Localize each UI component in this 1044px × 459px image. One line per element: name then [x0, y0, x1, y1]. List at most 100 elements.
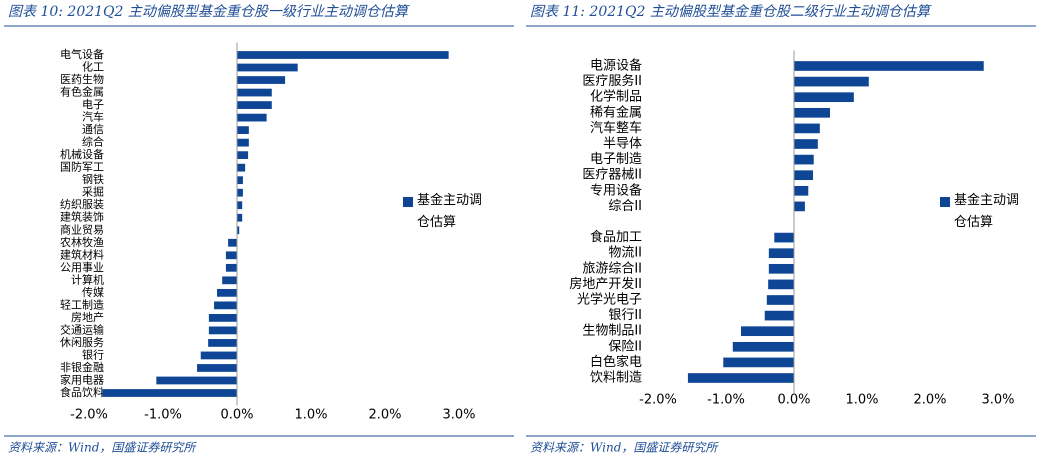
bar [237, 101, 272, 109]
y-tick-label: 汽车整车 [590, 120, 642, 136]
y-tick-label: 生物制品II [582, 324, 642, 339]
y-tick-label: 银行 [82, 347, 104, 361]
y-tick-label: 休闲服务 [60, 335, 104, 349]
bar [768, 263, 794, 274]
y-tick-label: 食品加工 [590, 229, 642, 245]
y-tick-label: 建筑材料 [60, 247, 104, 261]
bar [214, 301, 237, 310]
bar [237, 51, 449, 59]
y-tick-label: 旅游综合II [582, 261, 642, 276]
y-tick-label: 公用事业 [60, 261, 104, 274]
y-tick-label: 机械设备 [60, 147, 104, 161]
bar [237, 163, 246, 172]
y-tick-label: 专用设备 [590, 182, 642, 198]
bar [237, 138, 249, 147]
bar [208, 339, 237, 347]
bar [237, 176, 243, 185]
y-tick-label: 稀有金属 [590, 104, 642, 120]
bar [794, 201, 805, 212]
chart-title: 图表 11: 2021Q2 主动偏股型基金重仓股二级行业主动调仓估算 [530, 4, 932, 20]
bar [794, 61, 984, 71]
y-tick-label: 电子制造 [590, 152, 642, 167]
y-tick-label: 医疗器械II [582, 168, 642, 183]
x-tick-label: 0.0% [777, 393, 810, 408]
legend-swatch [940, 197, 950, 207]
y-tick-label: 建筑装饰 [60, 210, 104, 224]
bar [794, 139, 818, 149]
y-tick-label: 国防军工 [60, 160, 104, 174]
y-tick-label: 银行II [608, 308, 642, 323]
y-tick-label: 白色家电 [590, 354, 642, 370]
bar [794, 123, 820, 134]
bar [237, 76, 286, 84]
y-tick-label: 轻工制造 [60, 297, 104, 311]
x-tick-label: -1.0% [707, 393, 745, 408]
bar [794, 107, 831, 118]
x-tick-label: 3.0% [981, 393, 1014, 408]
y-tick-label: 半导体 [603, 137, 642, 152]
x-tick-label: 2.0% [913, 393, 946, 408]
bar [228, 238, 237, 247]
bar [768, 248, 794, 259]
bar [723, 357, 794, 368]
y-tick-label: 保险II [608, 339, 642, 354]
bar [237, 113, 267, 122]
y-tick-label: 非银金融 [60, 360, 104, 374]
x-tick-label: -1.0% [144, 408, 182, 423]
y-tick-label: 饮料制造 [590, 371, 642, 386]
bar [764, 310, 794, 321]
bar [237, 213, 243, 222]
y-tick-label: 房地产开发II [569, 276, 642, 292]
bar [156, 376, 237, 385]
bar [200, 351, 237, 360]
bar [794, 154, 814, 165]
bar [225, 251, 237, 260]
y-tick-label: 电气设备 [60, 47, 104, 61]
bar [197, 364, 237, 372]
legend-label: 基金主动调仓估算 [954, 193, 1020, 230]
y-tick-label: 汽车 [82, 110, 104, 124]
y-tick-label: 计算机 [71, 272, 104, 286]
bar [237, 201, 243, 210]
bar [237, 126, 249, 134]
bar [225, 263, 237, 272]
bar [208, 314, 237, 322]
bar [687, 373, 794, 383]
y-tick-label: 通信 [82, 123, 104, 136]
x-tick-label: 0.0% [220, 408, 253, 423]
bar [208, 326, 237, 335]
x-tick-label: 1.0% [294, 408, 327, 423]
legend-swatch [403, 197, 413, 207]
x-tick-label: 2.0% [368, 408, 401, 423]
y-tick-label: 家用电器 [60, 372, 104, 386]
legend: 基金主动调仓估算 [954, 193, 1020, 230]
bar [794, 76, 869, 87]
bar [794, 185, 809, 196]
y-tick-label: 传媒 [82, 286, 104, 299]
y-tick-label: 商业贸易 [60, 222, 104, 236]
y-tick-label: 钢铁 [82, 173, 104, 186]
bar [768, 279, 794, 290]
legend: 基金主动调仓估算 [417, 193, 483, 230]
x-tick-label: 1.0% [845, 393, 878, 408]
x-tick-label: -2.0% [70, 408, 108, 423]
bar [732, 341, 794, 352]
y-tick-label: 交通运输 [60, 322, 104, 336]
legend-label: 基金主动调仓估算 [417, 193, 483, 230]
y-tick-label: 食品饮料 [60, 385, 104, 399]
y-tick-label: 采掘 [82, 185, 104, 199]
x-tick-label: -2.0% [639, 393, 677, 408]
y-tick-label: 化学制品 [590, 89, 642, 105]
bar [222, 276, 237, 285]
y-tick-label: 电子 [82, 98, 104, 111]
bar [217, 288, 237, 297]
source: 资料来源：Wind，国盛证券研究所 [530, 441, 719, 455]
source: 资料来源：Wind，国盛证券研究所 [8, 441, 197, 455]
chart-title: 图表 10: 2021Q2 主动偏股型基金重仓股一级行业主动调仓估算 [8, 4, 410, 20]
y-tick-label: 房地产 [71, 310, 104, 324]
y-tick-label: 电源设备 [590, 58, 642, 74]
y-tick-label: 综合II [608, 199, 642, 214]
bar [766, 295, 794, 305]
y-tick-label: 农林牧渔 [60, 235, 104, 249]
